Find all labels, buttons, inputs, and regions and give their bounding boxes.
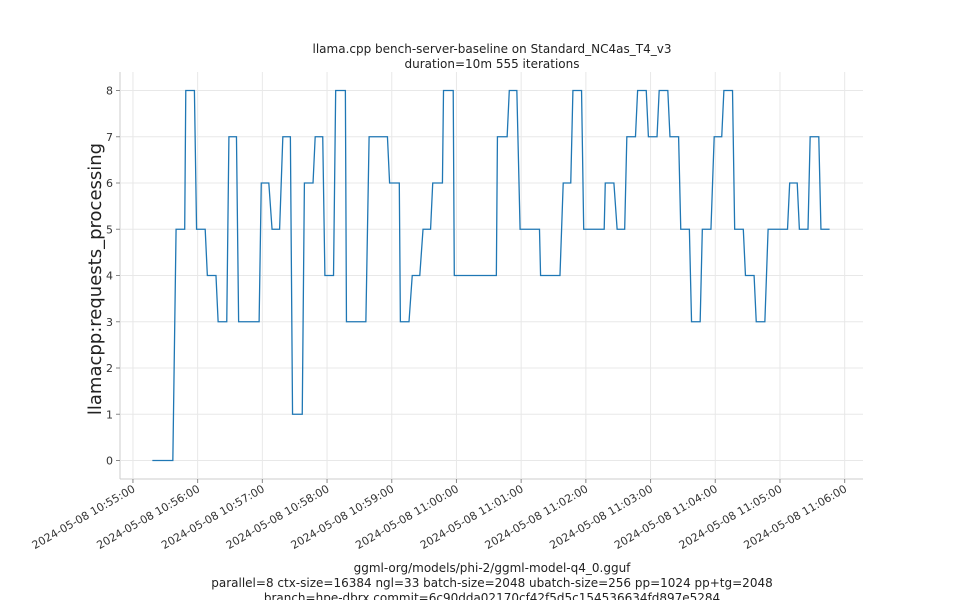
y-tick-label: 4 <box>106 270 113 283</box>
x-tick-label: 2024-05-08 10:58:00 <box>224 482 332 552</box>
y-tick-label: 1 <box>106 408 113 421</box>
y-tick-label: 3 <box>106 316 113 329</box>
y-tick-label: 2 <box>106 362 113 375</box>
x-tick-label: 2024-05-08 10:55:00 <box>30 482 138 552</box>
y-tick-label: 0 <box>106 455 113 468</box>
y-tick-label: 6 <box>106 177 113 190</box>
x-tick-label: 2024-05-08 11:05:00 <box>677 482 785 552</box>
y-axis-label: llamacpp:requests_processing <box>85 143 106 415</box>
x-tick-label: 2024-05-08 10:59:00 <box>289 482 397 552</box>
x-tick-label: 2024-05-08 11:01:00 <box>418 482 526 552</box>
footnote: ggml-org/models/phi-2/ggml-model-q4_0.gg… <box>354 561 632 575</box>
chart-title: llama.cpp bench-server-baseline on Stand… <box>313 42 672 56</box>
footnote: parallel=8 ctx-size=16384 ngl=33 batch-s… <box>211 576 772 590</box>
x-tick-label: 2024-05-08 10:57:00 <box>159 482 267 552</box>
x-tick-label: 2024-05-08 11:06:00 <box>741 482 849 552</box>
footnote: branch=hpe-dbrx commit=6c90dda02170cf42f… <box>264 591 720 600</box>
y-tick-label: 8 <box>106 85 113 98</box>
chart-subtitle: duration=10m 555 iterations <box>405 57 580 71</box>
x-tick-label: 2024-05-08 11:00:00 <box>353 482 461 552</box>
x-tick-label: 2024-05-08 11:04:00 <box>612 482 720 552</box>
y-tick-label: 5 <box>106 223 113 236</box>
x-tick-label: 2024-05-08 10:56:00 <box>94 482 202 552</box>
y-tick-label: 7 <box>106 131 113 144</box>
data-line <box>152 89 830 462</box>
x-tick-label: 2024-05-08 11:03:00 <box>547 482 655 552</box>
x-tick-label: 2024-05-08 11:02:00 <box>483 482 591 552</box>
